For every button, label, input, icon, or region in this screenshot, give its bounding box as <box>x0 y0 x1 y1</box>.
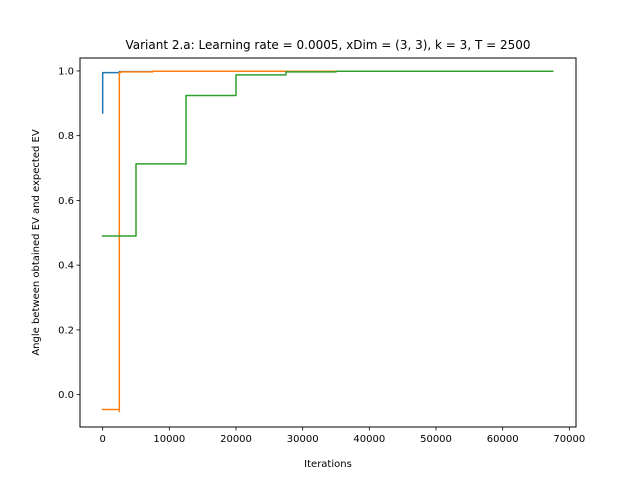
x-tick-label: 20000 <box>220 434 252 445</box>
x-tick-label: 70000 <box>553 434 585 445</box>
plot-area <box>101 70 554 413</box>
y-tick-label: 0.2 <box>58 325 74 336</box>
y-tick-label: 1.0 <box>58 66 74 77</box>
x-axis: 0 10000 20000 30000 40000 50000 60000 70000 <box>99 427 585 445</box>
y-axis: 0.0 0.2 0.4 0.6 0.8 1.0 <box>58 66 80 401</box>
y-tick-label: 0.6 <box>58 196 74 207</box>
x-tick-label: 60000 <box>487 434 519 445</box>
x-tick-label: 50000 <box>420 434 452 445</box>
x-axis-title: Iterations <box>304 459 352 470</box>
x-tick-label: 40000 <box>353 434 385 445</box>
y-tick-label: 0.0 <box>58 390 74 401</box>
y-tick-label: 0.4 <box>58 261 74 272</box>
chart-title: Variant 2.a: Learning rate = 0.0005, xDi… <box>125 38 530 52</box>
series-line-2 <box>101 70 554 413</box>
x-tick-label: 10000 <box>153 434 185 445</box>
plot-frame <box>79 57 577 428</box>
x-tick-label: 0 <box>99 434 105 445</box>
y-tick-label: 0.8 <box>58 131 74 142</box>
x-tick-label: 30000 <box>287 434 319 445</box>
y-axis-title: Angle between obtained EV and expected E… <box>31 129 42 356</box>
series-line-3 <box>101 70 554 237</box>
